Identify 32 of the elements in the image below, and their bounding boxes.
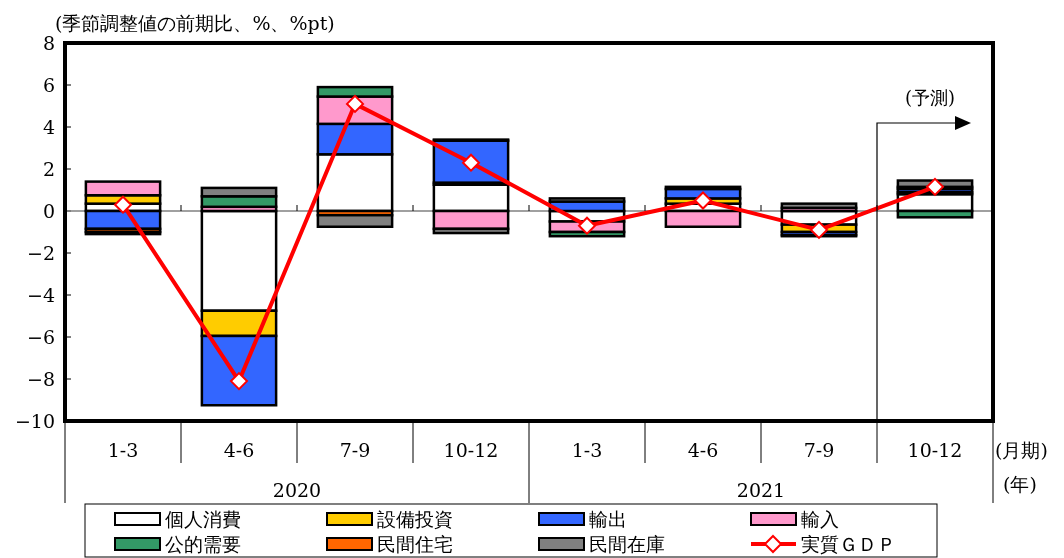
x-tick-label: 7-9 <box>339 439 371 461</box>
y-tick-label: 8 <box>42 32 55 54</box>
legend-label: 輸出 <box>589 508 627 530</box>
x-tick-label: 10-12 <box>907 439 963 461</box>
y-tick-label: −8 <box>26 368 55 390</box>
annotation: (予測) <box>904 87 956 108</box>
x-axis-title: (月期) <box>995 439 1048 461</box>
y-tick-label: 4 <box>42 116 55 138</box>
x-tick-label: 7-9 <box>803 439 835 461</box>
y-tick-label: −2 <box>26 242 55 264</box>
y-tick-label: −10 <box>14 410 55 432</box>
text: 2021 <box>736 479 786 501</box>
x-tick-label: 4-6 <box>223 439 255 461</box>
legend-label: 民間住宅 <box>377 533 453 555</box>
y-tick-label: 2 <box>42 158 55 180</box>
text: (年) <box>1003 473 1037 495</box>
y-tick-label: −6 <box>26 326 55 348</box>
x-tick-label: 4-6 <box>687 439 719 461</box>
legend-label: 民間在庫 <box>589 533 665 555</box>
legend-label: 輸入 <box>801 508 839 530</box>
legend-label: 設備投資 <box>377 508 453 530</box>
x-tick-label: 10-12 <box>443 439 499 461</box>
x-tick-label: 1-3 <box>107 439 139 461</box>
x-tick-label: 1-3 <box>571 439 603 461</box>
y-tick-label: −4 <box>26 284 55 306</box>
text: 2020 <box>272 479 322 501</box>
legend-label: 公的需要 <box>165 533 241 555</box>
legend-label: 個人消費 <box>165 508 241 530</box>
y-tick-label: 6 <box>42 74 55 96</box>
legend-label: 実質ＧＤＰ <box>801 533 896 555</box>
y-tick-label: 0 <box>42 200 55 222</box>
y-axis-title: (季節調整値の前期比、%、%pt) <box>55 12 335 34</box>
